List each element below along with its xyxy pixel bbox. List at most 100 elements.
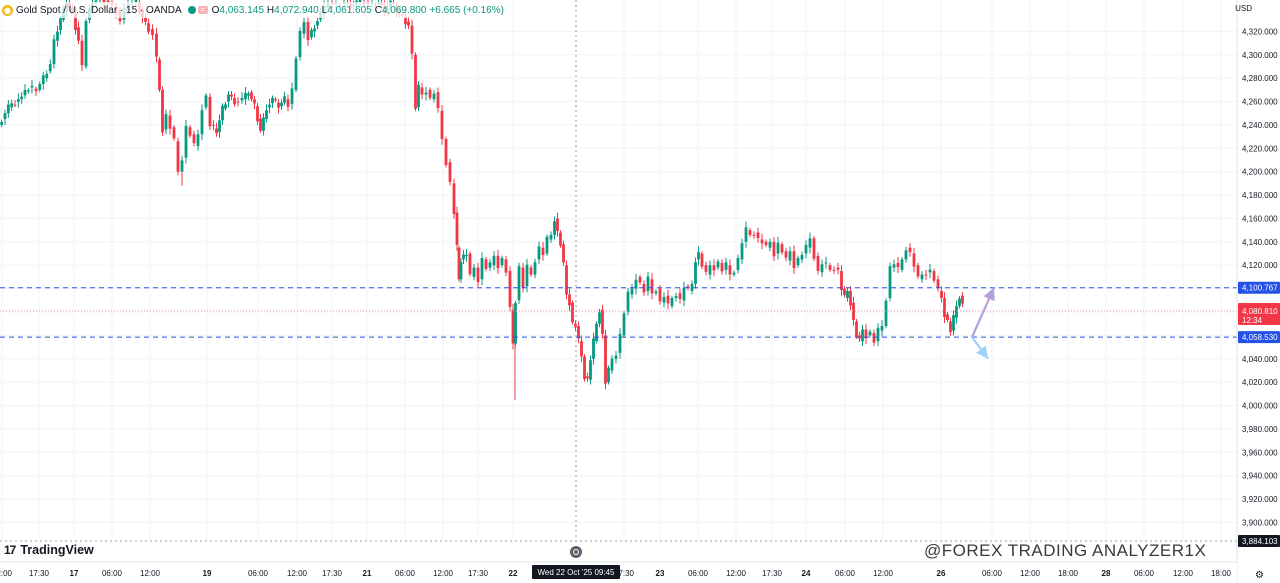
candle-body bbox=[233, 98, 236, 105]
candle-body bbox=[440, 110, 444, 139]
gold-coin-icon: ◉ bbox=[2, 4, 13, 16]
candle-body bbox=[208, 96, 212, 127]
candle-body bbox=[880, 326, 884, 331]
tradingview-logo-icon: 17 bbox=[4, 543, 16, 557]
candle-body bbox=[20, 96, 24, 100]
candle-body bbox=[589, 360, 592, 380]
countdown-label: 12:34 bbox=[1242, 316, 1263, 325]
candle-body bbox=[577, 326, 580, 339]
candle-body bbox=[221, 105, 224, 121]
candle-body bbox=[638, 276, 642, 283]
candle-body bbox=[455, 212, 459, 245]
candle-body bbox=[459, 262, 463, 280]
candle-body bbox=[565, 265, 568, 295]
candle-body bbox=[465, 254, 468, 256]
price-tick-label: 3,920.000 bbox=[1242, 495, 1278, 504]
candle-body bbox=[158, 59, 161, 90]
price-tick-label: 4,000.000 bbox=[1242, 402, 1278, 411]
candle-body bbox=[492, 255, 496, 266]
candle-body bbox=[13, 104, 17, 106]
candle-body bbox=[595, 323, 598, 342]
candle-body bbox=[224, 104, 227, 109]
candle-body bbox=[724, 262, 728, 270]
candle-body bbox=[618, 333, 622, 353]
candle-body bbox=[541, 247, 545, 255]
candle-body bbox=[176, 141, 180, 172]
candle-body bbox=[34, 88, 38, 92]
candle-body bbox=[674, 296, 678, 298]
candle-body bbox=[496, 255, 500, 269]
candle-body bbox=[654, 291, 658, 294]
candle-body bbox=[646, 276, 650, 291]
candle-body bbox=[598, 312, 601, 324]
candle-body bbox=[417, 84, 420, 108]
candle-body bbox=[626, 291, 630, 312]
candle-body bbox=[780, 244, 784, 253]
candle-body bbox=[358, 0, 362, 3]
candle-body bbox=[800, 254, 804, 260]
candle-body bbox=[697, 252, 700, 260]
candle-body bbox=[155, 33, 158, 57]
candle-body bbox=[404, 17, 407, 25]
candle-body bbox=[752, 234, 756, 236]
tradingview-logo[interactable]: 17 TradingView bbox=[4, 543, 94, 557]
candle-body bbox=[650, 279, 654, 294]
candle-body bbox=[900, 259, 904, 270]
candle-body bbox=[274, 99, 277, 101]
candle-body bbox=[218, 120, 221, 132]
candle-body bbox=[855, 321, 858, 337]
candle-body bbox=[444, 138, 448, 166]
candle-body bbox=[843, 288, 846, 296]
candle-body bbox=[760, 239, 764, 244]
candle-body bbox=[840, 271, 843, 291]
candle-body bbox=[94, 0, 98, 3]
price-tick-label: 3,900.000 bbox=[1242, 518, 1278, 527]
candle-body bbox=[227, 94, 230, 102]
open-value: 4,063.145 bbox=[219, 4, 264, 16]
candle-body bbox=[262, 117, 265, 131]
candle-body bbox=[457, 247, 461, 280]
candle-body bbox=[77, 27, 80, 41]
price-tick-label: 4,120.000 bbox=[1242, 261, 1278, 270]
candle-body bbox=[3, 113, 7, 120]
candle-body bbox=[134, 0, 138, 3]
candle-body bbox=[38, 84, 42, 90]
level-price-label: 4,058.530 bbox=[1242, 333, 1278, 342]
candle-body bbox=[48, 64, 52, 72]
candle-body bbox=[816, 255, 820, 271]
candle-body bbox=[732, 272, 736, 275]
candle-body bbox=[828, 265, 832, 270]
price-axis[interactable]: 4,320.000 4,300.000 4,280.000 4,260.000 4,24… bbox=[1236, 0, 1280, 583]
time-axis[interactable]: 12:00 17:30 17 06:00 12:00 19 06:00 12:00 17:30 2… bbox=[0, 561, 1237, 583]
candle-body bbox=[316, 21, 319, 26]
candle-body bbox=[849, 290, 852, 306]
candle-body bbox=[908, 247, 912, 253]
candle-body bbox=[700, 253, 704, 267]
chart-grid bbox=[0, 0, 1237, 540]
candle-body bbox=[662, 297, 666, 303]
time-tick-label: 17:30 bbox=[762, 569, 783, 578]
candle-body bbox=[280, 102, 283, 107]
candle-body bbox=[180, 160, 184, 172]
candlestick-series bbox=[0, 0, 964, 400]
crosshair-target-icon bbox=[570, 546, 582, 558]
time-tick-label: 12:00 bbox=[287, 569, 308, 578]
candle-body bbox=[529, 267, 533, 275]
candle-body bbox=[586, 376, 589, 379]
price-tick-label: 4,020.000 bbox=[1242, 378, 1278, 387]
candle-body bbox=[808, 238, 812, 248]
candle-body bbox=[949, 321, 952, 333]
candle-body bbox=[568, 294, 571, 306]
symbol-title[interactable]: Gold Spot / U.S. Dollar · 15 · OANDA bbox=[16, 4, 182, 16]
candle-body bbox=[720, 262, 724, 272]
currency-label[interactable]: USD bbox=[1235, 4, 1252, 13]
candle-body bbox=[788, 251, 792, 261]
time-tick-label: 26 bbox=[937, 569, 946, 578]
candle-body bbox=[215, 128, 218, 134]
high-value: 4,072.940 bbox=[274, 4, 319, 16]
candle-body bbox=[884, 300, 888, 327]
candle-body bbox=[924, 274, 928, 276]
gear-icon[interactable]: ⚙ bbox=[1255, 570, 1264, 581]
candle-body bbox=[955, 306, 958, 318]
